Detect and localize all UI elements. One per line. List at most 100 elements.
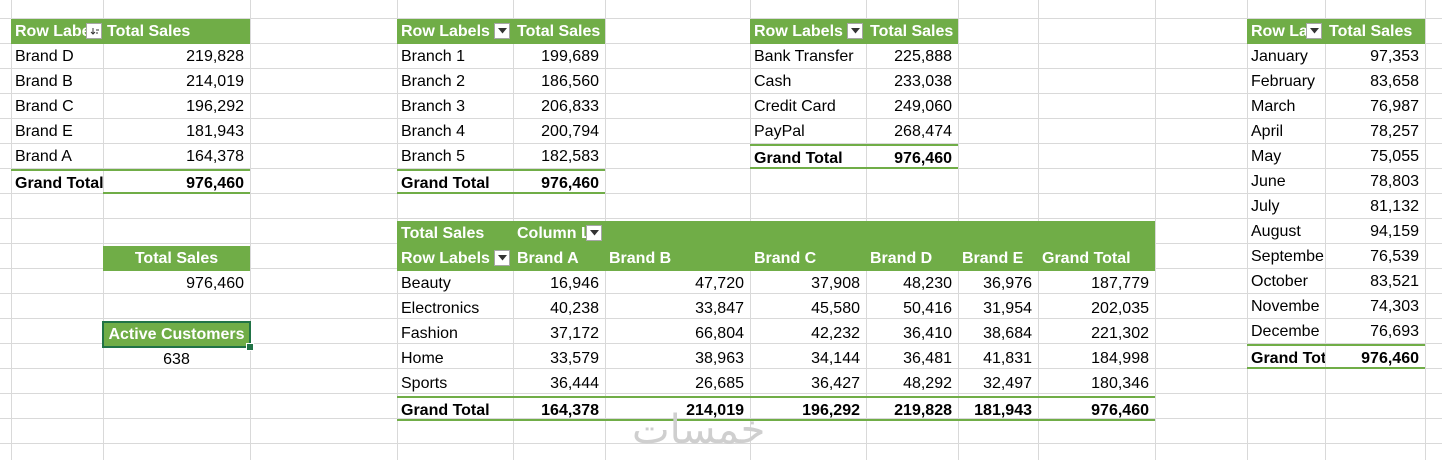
active-customers-card-value[interactable]: 638 bbox=[163, 351, 190, 368]
value-cell[interactable]: 33,847 bbox=[695, 300, 744, 317]
value-cell[interactable]: 268,474 bbox=[894, 123, 952, 140]
value-cell[interactable]: 36,444 bbox=[550, 375, 599, 392]
row-labels-header[interactable]: Row La bbox=[1251, 23, 1308, 40]
value-cell[interactable]: 78,257 bbox=[1370, 123, 1419, 140]
value-cell[interactable]: 47,720 bbox=[695, 275, 744, 292]
value-cell[interactable]: 83,658 bbox=[1370, 73, 1419, 90]
grand-total-value[interactable]: 976,460 bbox=[1038, 396, 1155, 421]
grand-total-value[interactable]: 976,460 bbox=[866, 144, 958, 169]
row-labels-header[interactable]: Row Labels bbox=[754, 23, 843, 40]
column-header[interactable]: Brand C bbox=[754, 250, 817, 267]
row-label-cell[interactable]: PayPal bbox=[754, 123, 805, 140]
value-cell[interactable]: 66,804 bbox=[695, 325, 744, 342]
value-cell[interactable]: 37,172 bbox=[550, 325, 599, 342]
grand-total-value[interactable]: 976,460 bbox=[1325, 344, 1425, 369]
values-corner-label[interactable]: Total Sales bbox=[401, 225, 485, 242]
value-cell[interactable]: 200,794 bbox=[541, 123, 599, 140]
column-header[interactable]: Brand D bbox=[870, 250, 933, 267]
row-label-cell[interactable]: Novembe bbox=[1251, 298, 1320, 315]
column-header[interactable]: Brand B bbox=[609, 250, 672, 267]
total-sales-header[interactable]: Total Sales bbox=[1329, 23, 1413, 40]
value-cell[interactable]: 34,144 bbox=[811, 350, 860, 367]
value-cell[interactable]: 81,132 bbox=[1370, 198, 1419, 215]
row-label-cell[interactable]: Branch 5 bbox=[401, 148, 466, 165]
value-cell[interactable]: 48,230 bbox=[903, 275, 952, 292]
value-cell[interactable]: 164,378 bbox=[186, 148, 244, 165]
value-cell[interactable]: 97,353 bbox=[1370, 48, 1419, 65]
value-cell[interactable]: 76,693 bbox=[1370, 323, 1419, 340]
row-label-cell[interactable]: Cash bbox=[754, 73, 792, 90]
value-cell[interactable]: 199,689 bbox=[541, 48, 599, 65]
value-cell[interactable]: 50,416 bbox=[903, 300, 952, 317]
grand-total-value[interactable]: 976,460 bbox=[103, 169, 250, 194]
row-label-cell[interactable]: Brand B bbox=[15, 73, 73, 90]
row-labels-header[interactable]: Row Labels bbox=[401, 250, 490, 267]
row-label-cell[interactable]: Beauty bbox=[401, 275, 451, 292]
grand-total-value[interactable]: 196,292 bbox=[750, 396, 866, 421]
value-cell[interactable]: 221,302 bbox=[1091, 325, 1149, 342]
value-cell[interactable]: 83,521 bbox=[1370, 273, 1419, 290]
row-label-cell[interactable]: March bbox=[1251, 98, 1296, 115]
value-cell[interactable]: 38,684 bbox=[983, 325, 1032, 342]
grand-total-label[interactable]: Grand Total bbox=[11, 169, 103, 194]
value-cell[interactable]: 38,963 bbox=[695, 350, 744, 367]
value-cell[interactable]: 45,580 bbox=[811, 300, 860, 317]
column-header[interactable]: Brand E bbox=[962, 250, 1024, 267]
value-cell[interactable]: 219,828 bbox=[186, 48, 244, 65]
value-cell[interactable]: 184,998 bbox=[1091, 350, 1149, 367]
grand-total-value[interactable]: 219,828 bbox=[866, 396, 958, 421]
total-sales-card-label[interactable]: Total Sales bbox=[134, 250, 219, 267]
grand-total-value[interactable]: 976,460 bbox=[513, 169, 605, 194]
grand-total-label[interactable]: Grand Total bbox=[750, 144, 866, 169]
value-cell[interactable]: 36,481 bbox=[903, 350, 952, 367]
active-customers-card-label[interactable]: Active Customers bbox=[108, 326, 245, 343]
value-cell[interactable]: 40,238 bbox=[550, 300, 599, 317]
value-cell[interactable]: 76,539 bbox=[1370, 248, 1419, 265]
value-cell[interactable]: 36,410 bbox=[903, 325, 952, 342]
row-label-cell[interactable]: January bbox=[1251, 48, 1308, 65]
value-cell[interactable]: 41,831 bbox=[983, 350, 1032, 367]
row-label-cell[interactable]: July bbox=[1251, 198, 1280, 215]
value-cell[interactable]: 182,583 bbox=[541, 148, 599, 165]
value-cell[interactable]: 249,060 bbox=[894, 98, 952, 115]
row-label-cell[interactable]: Brand E bbox=[15, 123, 73, 140]
row-label-cell[interactable]: February bbox=[1251, 73, 1316, 90]
row-label-cell[interactable]: August bbox=[1251, 223, 1301, 240]
total-sales-header[interactable]: Total Sales bbox=[517, 23, 601, 40]
value-cell[interactable]: 37,908 bbox=[811, 275, 860, 292]
value-cell[interactable]: 31,954 bbox=[983, 300, 1032, 317]
row-label-cell[interactable]: Bank Transfer bbox=[754, 48, 854, 65]
sort-filter-dropdown-icon[interactable] bbox=[86, 23, 102, 39]
value-cell[interactable]: 206,833 bbox=[541, 98, 599, 115]
column-header[interactable]: Grand Total bbox=[1042, 250, 1131, 267]
row-label-cell[interactable]: June bbox=[1251, 173, 1286, 190]
row-label-cell[interactable]: Sports bbox=[401, 375, 448, 392]
column-header[interactable]: Brand A bbox=[517, 250, 579, 267]
grand-total-label[interactable]: Grand Total bbox=[397, 169, 513, 194]
filter-dropdown-icon[interactable] bbox=[1306, 23, 1322, 39]
row-label-cell[interactable]: Branch 4 bbox=[401, 123, 466, 140]
row-label-cell[interactable]: Brand C bbox=[15, 98, 74, 115]
value-cell[interactable]: 181,943 bbox=[186, 123, 244, 140]
row-label-cell[interactable]: Branch 2 bbox=[401, 73, 466, 90]
row-labels-header[interactable]: Row Labe bbox=[15, 23, 91, 40]
row-label-cell[interactable]: Brand D bbox=[15, 48, 74, 65]
value-cell[interactable]: 196,292 bbox=[186, 98, 244, 115]
value-cell[interactable]: 48,292 bbox=[903, 375, 952, 392]
value-cell[interactable]: 180,346 bbox=[1091, 375, 1149, 392]
row-filter-dropdown-icon[interactable] bbox=[494, 250, 510, 266]
row-label-cell[interactable]: Decembe bbox=[1251, 323, 1320, 340]
column-filter-dropdown-icon[interactable] bbox=[586, 225, 602, 241]
row-label-cell[interactable]: October bbox=[1251, 273, 1308, 290]
filter-dropdown-icon[interactable] bbox=[494, 23, 510, 39]
value-cell[interactable]: 202,035 bbox=[1091, 300, 1149, 317]
total-sales-header[interactable]: Total Sales bbox=[870, 23, 954, 40]
value-cell[interactable]: 214,019 bbox=[186, 73, 244, 90]
row-label-cell[interactable]: Home bbox=[401, 350, 444, 367]
grand-total-label[interactable]: Grand Total bbox=[397, 396, 513, 421]
value-cell[interactable]: 78,803 bbox=[1370, 173, 1419, 190]
grand-total-value[interactable]: 214,019 bbox=[605, 396, 750, 421]
fill-handle[interactable] bbox=[246, 343, 254, 351]
row-label-cell[interactable]: Septembe bbox=[1251, 248, 1324, 265]
grand-total-label[interactable]: Grand Tot bbox=[1247, 344, 1325, 369]
